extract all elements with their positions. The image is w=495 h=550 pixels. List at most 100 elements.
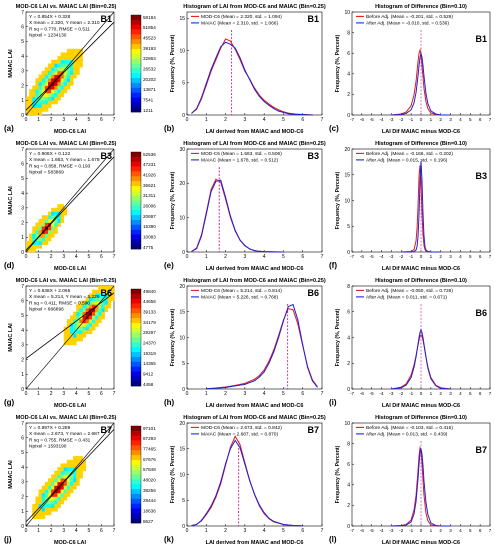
data-point — [234, 229, 236, 231]
x-tick-label: 4 — [263, 528, 266, 534]
density-cell — [48, 503, 52, 508]
density-cell — [54, 81, 58, 86]
legend-label: After Adj. (Mean = -0.010, std. = 0.536) — [366, 21, 449, 27]
density-cell — [44, 67, 49, 72]
legend-label: MAIAC (Mean = 2.310, std. = 1.066) — [201, 21, 278, 27]
density-cell — [35, 89, 39, 94]
density-cell — [66, 333, 71, 338]
x-tick-label: -6 — [360, 391, 365, 396]
x-tick-label: 2 — [50, 528, 53, 534]
scatter-stat: X mean = 2.320, Y mean = 2.310 — [29, 20, 100, 26]
data-point — [196, 108, 198, 110]
density-cell — [35, 107, 39, 112]
x-tick-label: 4 — [75, 254, 78, 260]
data-point — [297, 319, 299, 321]
density-cell — [26, 107, 30, 112]
colorbar-frame — [130, 425, 142, 524]
density-cell — [63, 70, 68, 75]
data-point — [268, 362, 270, 364]
y-tick-label: 4 — [347, 335, 350, 341]
data-point — [234, 435, 236, 437]
hist-frame — [186, 148, 323, 253]
density-cell — [63, 52, 68, 57]
density-cell — [44, 100, 49, 105]
colorbar-tick-label: 36621 — [143, 183, 156, 188]
density-cell — [32, 85, 36, 90]
density-cell — [88, 322, 93, 327]
x-tick-label: 7 — [113, 528, 116, 534]
data-point — [191, 524, 193, 526]
y-tick-label: 3 — [21, 480, 24, 486]
y-tick-label: 7 — [21, 284, 24, 290]
panel-letter: (d) — [4, 261, 15, 270]
colorbar-tick-label: 67676 — [143, 457, 156, 462]
density-cell — [60, 211, 65, 216]
density-cell — [88, 304, 93, 309]
density-cell — [48, 67, 52, 72]
data-point — [282, 320, 284, 322]
y-tick-label: 0 — [347, 524, 350, 530]
density-cell — [32, 226, 36, 231]
data-point — [263, 371, 265, 373]
x-tick-label: 6 — [301, 391, 304, 397]
density-cell — [63, 481, 68, 486]
density-cell — [76, 319, 80, 324]
colorbar-band — [131, 318, 141, 324]
density-cell — [95, 300, 99, 305]
density-cell — [73, 319, 77, 324]
data-point — [311, 380, 313, 382]
density-cell — [70, 326, 74, 331]
density-cell — [57, 492, 61, 497]
density-cell — [79, 304, 83, 309]
x-tick-label: -7 — [350, 528, 355, 533]
density-cell — [66, 463, 71, 468]
density-cell — [54, 481, 58, 486]
density-cell — [101, 300, 105, 305]
scatter-xlabel: MOD-C6 LAI — [54, 266, 87, 272]
density-cell — [76, 481, 80, 486]
density-cell — [63, 326, 68, 331]
colorbar-band — [131, 308, 141, 314]
fit-line — [25, 156, 115, 251]
x-tick-label: 7 — [321, 254, 324, 260]
y-tick-label: 1 — [21, 235, 24, 241]
density-cell — [48, 226, 52, 231]
density-cell — [44, 222, 49, 227]
y-tick-label: 3 — [21, 206, 24, 212]
density-cell — [38, 92, 43, 97]
x-tick-label: 0 — [186, 117, 189, 123]
density-cell — [57, 207, 61, 212]
y-tick-label: 15 — [179, 310, 185, 316]
density-cell — [60, 474, 65, 479]
y-tick-label: 2 — [21, 220, 24, 226]
x-tick-label: 7 — [321, 117, 324, 123]
density-cell — [88, 293, 93, 298]
y-tick-label: 30 — [179, 147, 185, 153]
hist-frame — [186, 422, 323, 527]
density-cell — [76, 48, 80, 53]
x-tick-label: 2 — [224, 391, 227, 397]
density-cell — [82, 467, 87, 472]
density-cell — [38, 500, 43, 505]
density-cell — [29, 237, 33, 242]
y-tick-label: 2 — [347, 503, 350, 509]
data-point — [225, 196, 227, 198]
colorbar-band — [131, 342, 141, 348]
density-cell — [32, 96, 36, 101]
colorbar-tick-label: 20697 — [143, 214, 156, 219]
data-point — [225, 463, 227, 465]
x-tick-label: 3 — [243, 117, 246, 123]
density-cell — [60, 204, 65, 209]
density-cell — [41, 218, 46, 223]
density-cell — [63, 337, 68, 342]
density-cell — [63, 56, 68, 61]
density-cell — [66, 492, 71, 497]
density-cell — [48, 103, 52, 108]
x-tick-label: 3 — [243, 254, 246, 260]
y-tick-label: 4 — [347, 483, 350, 489]
density-cell — [79, 52, 83, 57]
density-cell — [32, 107, 36, 112]
density-cell — [79, 311, 83, 316]
row-tag: B7 — [475, 445, 487, 455]
